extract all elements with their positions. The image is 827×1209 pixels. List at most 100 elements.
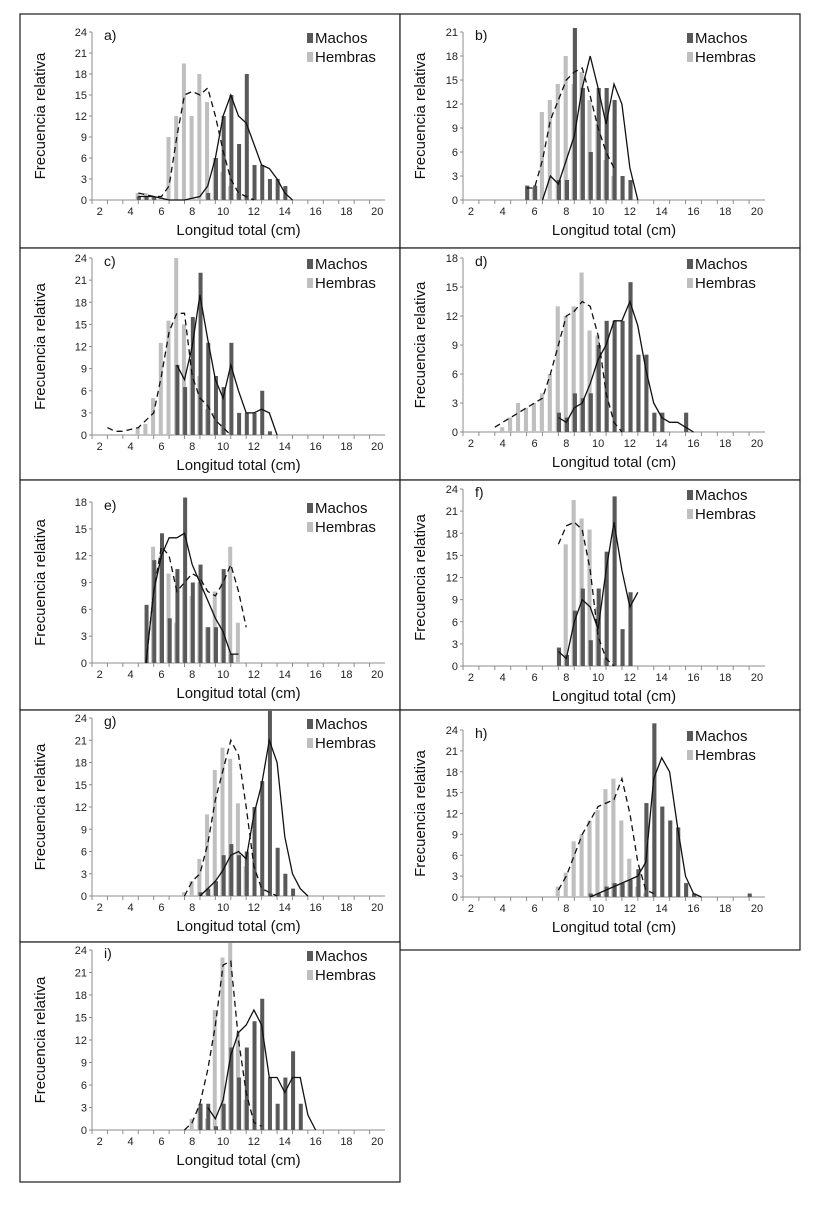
- curve-machos: [176, 294, 278, 436]
- bar-hembras: [228, 546, 233, 663]
- bar-hembras: [627, 858, 632, 897]
- bar-machos: [237, 855, 242, 896]
- bar-hembras: [571, 306, 576, 432]
- bar-machos: [206, 1103, 211, 1130]
- legend-label-hembras: Hembras: [315, 275, 376, 292]
- y-tick-label: 0: [452, 195, 458, 207]
- panel-frame: [19, 479, 401, 711]
- legend-swatch-machos: [307, 33, 313, 43]
- x-tick-label: 8: [189, 1136, 195, 1148]
- legend-label-machos: Machos: [695, 256, 748, 273]
- x-tick-label: 14: [656, 206, 668, 218]
- y-tick-label: 0: [452, 892, 458, 904]
- bar-machos: [221, 387, 226, 435]
- bar-machos: [159, 533, 165, 663]
- bar-machos: [652, 412, 657, 432]
- x-tick-label: 20: [371, 902, 383, 914]
- x-axis-title: Longitud total (cm): [176, 1152, 300, 1169]
- bar-machos: [588, 893, 593, 897]
- bar-machos: [291, 888, 296, 896]
- bar-hembras: [220, 957, 225, 1130]
- bar-machos: [183, 387, 188, 435]
- bar-machos: [136, 196, 141, 200]
- bar-hembras: [587, 820, 592, 897]
- y-tick-label: 12: [446, 573, 458, 585]
- legend-swatch-machos: [687, 731, 693, 741]
- bar-machos: [252, 1021, 257, 1130]
- bar-hembras: [212, 769, 217, 896]
- bar-machos: [267, 710, 272, 896]
- y-tick-label: 9: [81, 578, 87, 590]
- bar-machos: [604, 320, 609, 432]
- bar-hembras: [579, 834, 584, 897]
- bar-hembras: [539, 393, 544, 432]
- x-tick-label: 6: [531, 206, 537, 218]
- bar-hembras: [174, 258, 179, 435]
- x-axis-title: Longitud total (cm): [552, 454, 676, 471]
- panel-frame: [19, 13, 401, 249]
- y-axis-title: Frecuencia relativa: [32, 743, 49, 870]
- bar-machos: [628, 879, 633, 897]
- curve-hembras: [494, 300, 623, 433]
- bar-machos: [596, 893, 601, 897]
- y-axis-title: Frecuencia relativa: [412, 281, 429, 408]
- bar-machos: [244, 412, 249, 435]
- panel-letter: a): [104, 27, 116, 43]
- bar-machos: [564, 654, 570, 666]
- x-tick-label: 6: [158, 206, 164, 218]
- bar-machos: [620, 629, 625, 666]
- bar-hembras: [587, 330, 592, 432]
- legend-swatch-hembras: [307, 738, 313, 748]
- bar-machos: [580, 588, 585, 666]
- bar-machos: [229, 95, 234, 200]
- bar-machos: [283, 1077, 288, 1130]
- bar-machos: [291, 1051, 296, 1130]
- legend-label-machos: Machos: [695, 487, 748, 504]
- x-tick-label: 12: [248, 441, 260, 453]
- y-tick-label: 0: [81, 195, 87, 207]
- x-tick-label: 16: [309, 206, 321, 218]
- y-axis-title: Frecuencia relativa: [412, 52, 429, 179]
- bar-machos: [206, 627, 211, 663]
- chart-panel-d: 0 3 6 9 12 15 18 2 4 6 8 10 12 14 16 18 20 d) Machos Hembra…: [399, 247, 801, 481]
- y-tick-label: 3: [81, 869, 87, 881]
- legend-swatch-hembras: [687, 750, 693, 760]
- bar-hembras: [587, 529, 592, 666]
- bar-hembras: [611, 778, 616, 897]
- y-tick-label: 6: [452, 369, 458, 381]
- bar-hembras: [603, 789, 608, 897]
- bar-machos: [229, 844, 234, 896]
- legend-label-machos: Machos: [695, 30, 748, 47]
- bar-machos: [652, 723, 657, 897]
- x-tick-label: 20: [371, 669, 383, 681]
- bar-machos: [244, 851, 249, 896]
- bar-machos: [252, 807, 257, 896]
- legend-label-machos: Machos: [315, 500, 368, 517]
- bar-machos: [660, 806, 665, 897]
- y-tick-label: 15: [75, 524, 87, 536]
- chart-panel-e: 0 3 6 9 12 15 18 2 4 6 8 10 12 14 16 18 20 e) Machos Hembra…: [19, 479, 401, 711]
- bar-machos: [198, 272, 203, 435]
- x-tick-label: 10: [217, 1136, 229, 1148]
- x-tick-label: 4: [500, 206, 506, 218]
- x-tick-label: 4: [127, 902, 133, 914]
- x-tick-label: 20: [751, 672, 763, 684]
- bar-hembras: [212, 1010, 217, 1130]
- bar-machos: [596, 345, 601, 432]
- bar-machos: [564, 180, 570, 200]
- bar-machos: [213, 376, 218, 435]
- bar-machos: [237, 144, 242, 200]
- x-tick-label: 12: [624, 438, 636, 450]
- bar-machos: [620, 176, 625, 200]
- x-tick-label: 4: [500, 903, 506, 915]
- legend-swatch-machos: [307, 951, 313, 961]
- bar-machos: [213, 881, 218, 896]
- y-tick-label: 15: [75, 90, 87, 102]
- y-tick-label: 6: [452, 147, 458, 159]
- bar-machos: [275, 1103, 280, 1130]
- y-tick-label: 21: [75, 48, 87, 60]
- x-tick-label: 4: [127, 1136, 133, 1148]
